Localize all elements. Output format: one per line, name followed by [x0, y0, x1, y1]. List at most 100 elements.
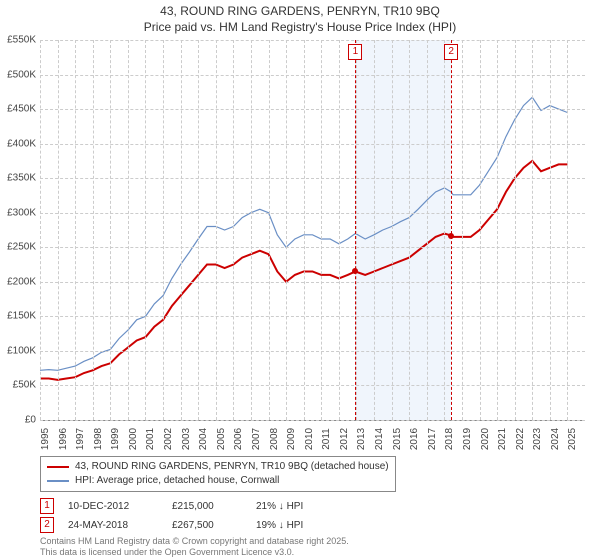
x-tick-label: 1997	[75, 428, 86, 450]
sale-row-index: 2	[40, 517, 54, 533]
x-tick-label: 2012	[339, 428, 350, 450]
x-tick-label: 2013	[356, 428, 367, 450]
x-tick-label: 2000	[128, 428, 139, 450]
x-gridline	[356, 40, 357, 420]
y-gridline	[40, 178, 585, 179]
x-gridline	[251, 40, 252, 420]
y-tick-label: £400K	[0, 138, 36, 149]
y-tick-label: £0	[0, 415, 36, 426]
x-tick-label: 2004	[198, 428, 209, 450]
x-gridline	[75, 40, 76, 420]
x-tick-label: 2022	[515, 428, 526, 450]
x-tick-label: 2023	[532, 428, 543, 450]
x-tick-label: 2015	[392, 428, 403, 450]
x-tick-label: 2014	[374, 428, 385, 450]
sale-row-date: 24-MAY-2018	[68, 520, 158, 531]
x-tick-label: 2002	[163, 428, 174, 450]
y-tick-label: £250K	[0, 242, 36, 253]
x-tick-label: 2025	[567, 428, 578, 450]
y-tick-label: £50K	[0, 380, 36, 391]
x-gridline	[269, 40, 270, 420]
y-gridline	[40, 213, 585, 214]
x-tick-label: 2010	[304, 428, 315, 450]
sale-row-price: £215,000	[172, 501, 242, 512]
y-gridline	[40, 144, 585, 145]
sale-marker: 2	[444, 44, 458, 60]
footnote-line1: Contains HM Land Registry data © Crown c…	[40, 536, 349, 547]
x-gridline	[145, 40, 146, 420]
chart-area: £0£50K£100K£150K£200K£250K£300K£350K£400…	[40, 40, 585, 420]
legend-item-hpi: HPI: Average price, detached house, Corn…	[47, 474, 389, 488]
sale-line	[451, 40, 452, 420]
legend-label-price-paid: 43, ROUND RING GARDENS, PENRYN, TR10 9BQ…	[75, 460, 389, 474]
y-tick-label: £100K	[0, 345, 36, 356]
x-tick-label: 2007	[251, 428, 262, 450]
x-gridline	[181, 40, 182, 420]
x-gridline	[532, 40, 533, 420]
y-tick-label: £350K	[0, 173, 36, 184]
x-gridline	[374, 40, 375, 420]
x-gridline	[444, 40, 445, 420]
plot-region: £0£50K£100K£150K£200K£250K£300K£350K£400…	[40, 40, 585, 421]
y-tick-label: £300K	[0, 207, 36, 218]
y-tick-label: £200K	[0, 276, 36, 287]
y-gridline	[40, 385, 585, 386]
x-tick-label: 2019	[462, 428, 473, 450]
sale-row: 110-DEC-2012£215,00021% ↓ HPI	[40, 498, 336, 514]
x-gridline	[216, 40, 217, 420]
x-gridline	[304, 40, 305, 420]
y-tick-label: £500K	[0, 69, 36, 80]
x-gridline	[427, 40, 428, 420]
x-tick-label: 2021	[497, 428, 508, 450]
legend-item-price-paid: 43, ROUND RING GARDENS, PENRYN, TR10 9BQ…	[47, 460, 389, 474]
y-gridline	[40, 40, 585, 41]
x-gridline	[286, 40, 287, 420]
y-gridline	[40, 247, 585, 248]
x-gridline	[515, 40, 516, 420]
x-gridline	[497, 40, 498, 420]
x-tick-label: 1998	[93, 428, 104, 450]
x-gridline	[58, 40, 59, 420]
y-gridline	[40, 316, 585, 317]
x-tick-label: 2020	[480, 428, 491, 450]
x-tick-label: 2018	[444, 428, 455, 450]
x-tick-label: 2001	[145, 428, 156, 450]
sale-dot	[352, 268, 358, 274]
x-gridline	[339, 40, 340, 420]
x-tick-label: 2011	[321, 428, 332, 450]
y-gridline	[40, 282, 585, 283]
sale-marker: 1	[348, 44, 362, 60]
x-tick-label: 2024	[550, 428, 561, 450]
x-gridline	[480, 40, 481, 420]
x-gridline	[40, 40, 41, 420]
sale-row-diff: 21% ↓ HPI	[256, 501, 336, 512]
y-gridline	[40, 420, 585, 421]
sale-line	[355, 40, 356, 420]
x-gridline	[233, 40, 234, 420]
y-gridline	[40, 109, 585, 110]
sale-dot	[448, 233, 454, 239]
sale-rows: 110-DEC-2012£215,00021% ↓ HPI224-MAY-201…	[40, 498, 336, 536]
x-tick-label: 2003	[181, 428, 192, 450]
x-gridline	[93, 40, 94, 420]
x-tick-label: 1996	[58, 428, 69, 450]
legend-swatch-hpi	[47, 480, 69, 482]
y-tick-label: £150K	[0, 311, 36, 322]
y-gridline	[40, 351, 585, 352]
y-tick-label: £550K	[0, 35, 36, 46]
x-gridline	[128, 40, 129, 420]
x-gridline	[321, 40, 322, 420]
x-tick-label: 2005	[216, 428, 227, 450]
x-gridline	[567, 40, 568, 420]
footnote-line2: This data is licensed under the Open Gov…	[40, 547, 349, 558]
legend-swatch-price-paid	[47, 466, 69, 468]
x-tick-label: 2009	[286, 428, 297, 450]
line-chart-svg	[40, 40, 585, 420]
sale-row-index: 1	[40, 498, 54, 514]
x-gridline	[110, 40, 111, 420]
title-line1: 43, ROUND RING GARDENS, PENRYN, TR10 9BQ	[0, 4, 600, 20]
x-tick-label: 1999	[110, 428, 121, 450]
x-tick-label: 1995	[40, 428, 51, 450]
x-gridline	[392, 40, 393, 420]
x-gridline	[409, 40, 410, 420]
